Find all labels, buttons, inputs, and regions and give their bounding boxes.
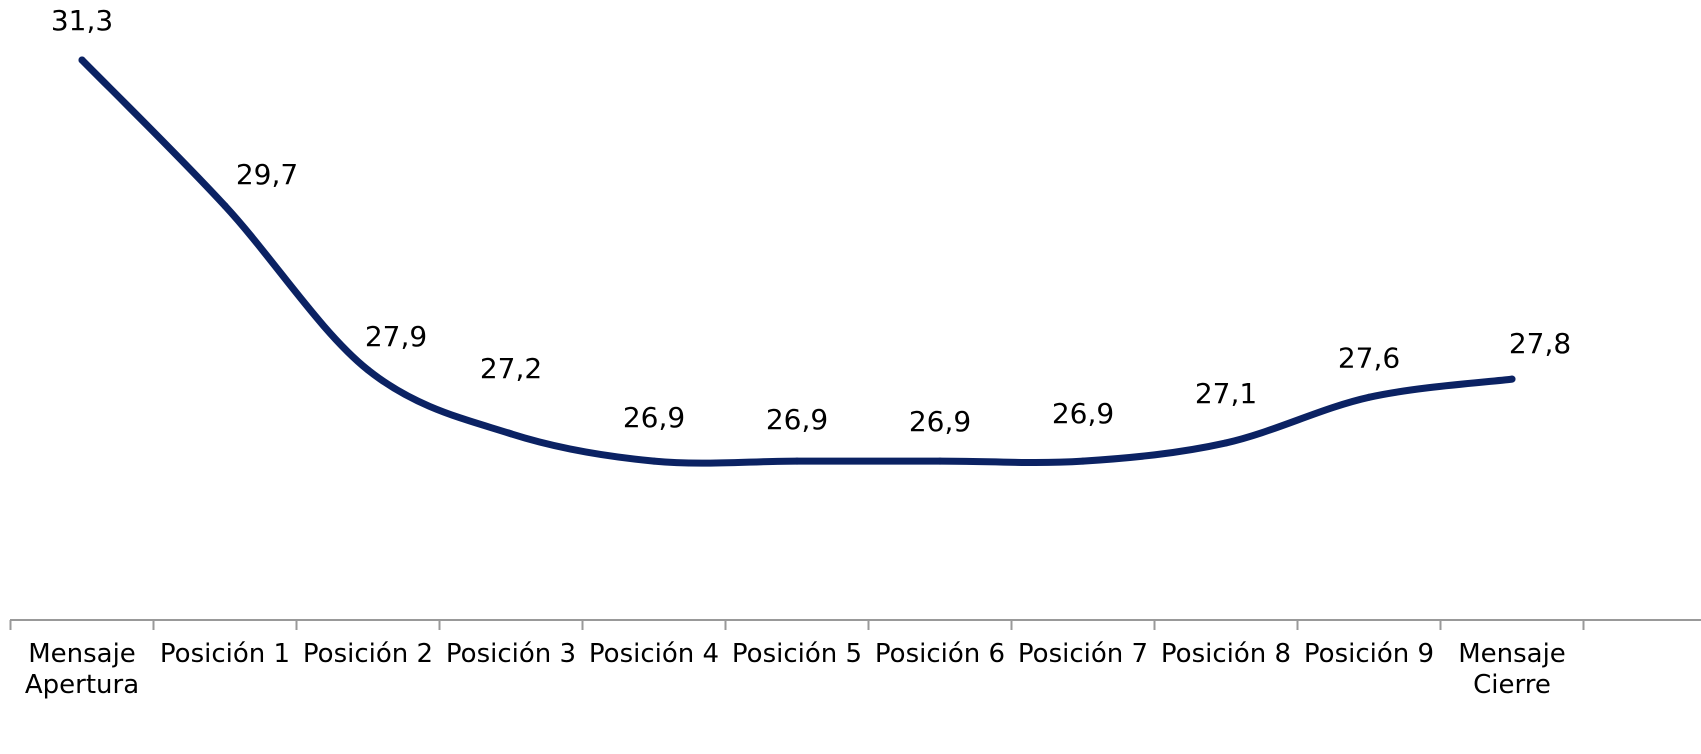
x-tick-labels: Mensaje Apertura Posición 1 Posición 2 Posic… bbox=[25, 639, 1566, 700]
x-tick-label: Posición 4 bbox=[589, 639, 719, 669]
x-tick-label: Mensaje Apertura bbox=[25, 639, 139, 700]
data-point bbox=[793, 457, 801, 465]
series-line-group bbox=[78, 56, 1516, 467]
series-line bbox=[78, 56, 1516, 467]
data-label: 31,3 bbox=[51, 4, 113, 37]
data-point bbox=[1079, 457, 1087, 465]
x-tick-label: Posición 7 bbox=[1018, 639, 1148, 669]
data-label: 27,8 bbox=[1509, 327, 1571, 360]
x-tick-label: Posición 8 bbox=[1161, 639, 1291, 669]
data-label: 26,9 bbox=[909, 405, 971, 438]
data-labels: 31,3 29,7 27,9 27,2 26,9 26,9 26,9 26,9 27,1 27,6… bbox=[51, 4, 1571, 438]
data-label: 29,7 bbox=[236, 158, 298, 191]
x-tick-label: Posición 9 bbox=[1304, 639, 1434, 669]
data-point bbox=[507, 430, 515, 438]
data-label: 26,9 bbox=[766, 403, 828, 436]
data-point bbox=[1365, 393, 1373, 401]
data-label: 27,6 bbox=[1338, 341, 1400, 374]
data-point bbox=[78, 56, 86, 64]
data-point bbox=[650, 457, 658, 465]
x-tick-label: Posición 2 bbox=[303, 639, 433, 669]
data-point bbox=[936, 457, 944, 465]
data-label: 27,9 bbox=[365, 320, 427, 353]
data-label: 27,2 bbox=[480, 352, 542, 385]
x-axis bbox=[9, 619, 1701, 630]
data-point bbox=[1508, 375, 1516, 383]
x-tick-label: Posición 1 bbox=[160, 639, 290, 669]
data-point bbox=[364, 366, 372, 374]
x-tick-label: Posición 5 bbox=[732, 639, 862, 669]
data-point bbox=[221, 202, 229, 210]
data-point bbox=[1222, 439, 1230, 447]
data-label: 26,9 bbox=[1052, 397, 1114, 430]
data-label: 26,9 bbox=[623, 401, 685, 434]
data-label: 27,1 bbox=[1195, 377, 1257, 410]
x-tick-label: Mensaje Cierre bbox=[1458, 639, 1566, 700]
x-tick-label: Posición 6 bbox=[875, 639, 1005, 669]
x-tick-label: Posición 3 bbox=[446, 639, 576, 669]
